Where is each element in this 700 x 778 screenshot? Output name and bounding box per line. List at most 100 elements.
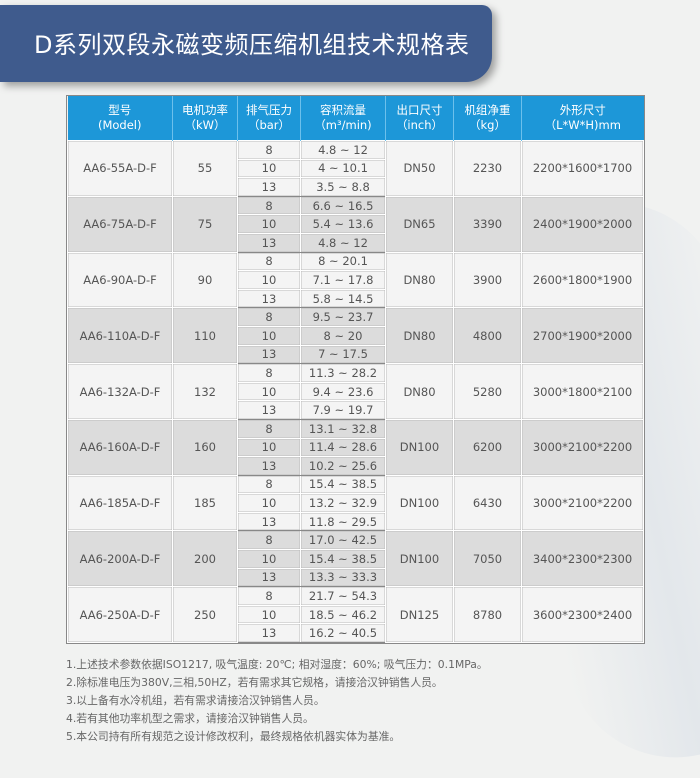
page-title: D系列双段永磁变频压缩机组技术规格表 [34, 31, 470, 59]
flow-cell: 4.8 ~ 12 [300, 140, 386, 160]
pressure-cell: 8 [237, 195, 301, 216]
size-cell: 3000*2100*2200 [521, 418, 644, 476]
column-header-line: 型号 [108, 103, 132, 117]
flow-cell: 3.5 ~ 8.8 [300, 177, 386, 197]
pressure-cell: 8 [237, 251, 301, 272]
flow-cell: 16.2 ~ 40.5 [300, 623, 386, 644]
column-header: 排气压力 （bar） [237, 96, 301, 141]
weight-cell: 7050 [453, 530, 522, 588]
pressure-cell: 13 [237, 567, 301, 588]
table-row: AA6-250A-D-F 250 8 21.7 ~ 54.3 DN125 8780 3600… [67, 586, 644, 644]
table-row: AA6-160A-D-F 160 8 13.1 ~ 32.8 DN100 6200 3000… [67, 418, 644, 476]
table-row: 13 13.3 ~ 33.3 [68, 567, 644, 588]
title-banner: D系列双段永磁变频压缩机组技术规格表 [0, 5, 492, 82]
pressure-cell: 8 [237, 363, 301, 383]
flow-cell: 7 ~ 17.5 [300, 344, 386, 365]
table-header: 型号 (Model) 电机功率 （kW） 排气压力 （bar） 容积流量 （m³/min) 出口… [67, 96, 644, 141]
size-cell: 3000*2100*2200 [521, 474, 644, 532]
table-row: 10 8 ~ 20 [68, 325, 644, 346]
column-header-line: （inch） [395, 118, 444, 132]
outlet-cell: DN100 [385, 418, 454, 476]
model-cell: AA6-160A-D-F [67, 418, 173, 476]
outlet-cell: DN80 [385, 307, 454, 365]
table-row: 13 7.9 ~ 19.7 [68, 400, 644, 420]
pressure-cell: 8 [237, 474, 301, 495]
flow-cell: 9.5 ~ 23.7 [300, 307, 386, 327]
pressure-cell: 8 [237, 418, 301, 439]
table-row: AA6-75A-D-F 75 8 6.6 ~ 16.5 DN65 3390 2400*190… [67, 195, 644, 253]
pressure-cell: 8 [237, 307, 301, 327]
footnote: 1.上述技术参数依据ISO1217, 吸气温度: 20℃; 相对湿度：60%; … [66, 658, 488, 671]
pressure-cell: 8 [237, 530, 301, 551]
pressure-cell: 10 [237, 604, 301, 625]
model-cell: AA6-55A-D-F [67, 140, 173, 197]
outlet-cell: DN100 [385, 474, 454, 532]
flow-cell: 13.2 ~ 32.9 [300, 493, 386, 513]
footnote: 5.本公司持有所有规范之设计修改权利，最终规格依机器实体为基准。 [66, 730, 401, 743]
column-header-line: 电机功率 [182, 103, 228, 117]
pressure-cell: 8 [237, 586, 301, 606]
spec-table: 型号 (Model) 电机功率 （kW） 排气压力 （bar） 容积流量 （m³/min) 出口… [67, 96, 644, 644]
flow-cell: 7.9 ~ 19.7 [300, 400, 386, 420]
flow-cell: 8 ~ 20.1 [300, 251, 386, 272]
flow-cell: 4 ~ 10.1 [300, 158, 386, 179]
column-header-line: （L*W*H)mm [544, 118, 621, 132]
table-row: 10 15.4 ~ 38.5 [68, 549, 644, 569]
flow-cell: 8 ~ 20 [300, 325, 386, 346]
pressure-cell: 10 [237, 437, 301, 458]
pressure-cell: 8 [237, 140, 301, 160]
flow-cell: 5.8 ~ 14.5 [300, 288, 386, 309]
table-row: 13 3.5 ~ 8.8 [68, 177, 644, 197]
flow-cell: 13.1 ~ 32.8 [300, 418, 386, 439]
table-row: AA6-90A-D-F 90 8 8 ~ 20.1 DN80 3900 2600*1800*… [67, 251, 644, 309]
weight-cell: 8780 [453, 586, 522, 644]
pressure-cell: 10 [237, 158, 301, 179]
power-cell: 200 [172, 530, 238, 588]
column-header: 出口尺寸 （inch） [385, 96, 454, 141]
column-header-line: 机组净重 [464, 103, 511, 117]
model-cell: AA6-110A-D-F [67, 307, 173, 365]
column-header-line: 出口尺寸 [396, 103, 443, 117]
pressure-cell: 13 [237, 344, 301, 365]
table-row: 13 16.2 ~ 40.5 [68, 623, 644, 644]
power-cell: 160 [172, 418, 238, 476]
table-row: AA6-55A-D-F 55 8 4.8 ~ 12 DN50 2230 2200*1600*… [67, 140, 644, 197]
size-cell: 3400*2300*2300 [521, 530, 644, 588]
column-header-line: 外形尺寸 [559, 103, 606, 117]
model-cell: AA6-185A-D-F [67, 474, 173, 532]
size-cell: 3600*2300*2400 [521, 586, 644, 644]
weight-cell: 4800 [453, 307, 522, 365]
pressure-cell: 13 [237, 456, 301, 476]
pressure-cell: 10 [237, 214, 301, 234]
flow-cell: 13.3 ~ 33.3 [300, 567, 386, 588]
column-header: 容积流量 （m³/min) [300, 96, 386, 141]
flow-cell: 21.7 ~ 54.3 [300, 586, 386, 606]
flow-cell: 9.4 ~ 23.6 [300, 381, 386, 402]
column-header: 机组净重 （kg） [453, 96, 522, 141]
size-cell: 2200*1600*1700 [521, 140, 644, 197]
flow-cell: 15.4 ~ 38.5 [300, 549, 386, 569]
pressure-cell: 10 [237, 325, 301, 346]
pressure-cell: 10 [237, 549, 301, 569]
column-header: 电机功率 （kW） [172, 96, 238, 141]
outlet-cell: DN50 [385, 140, 454, 197]
column-header-line: (Model) [97, 118, 142, 132]
power-cell: 55 [172, 140, 238, 197]
power-cell: 250 [172, 586, 238, 644]
power-cell: 75 [172, 195, 238, 253]
table-row: AA6-200A-D-F 200 8 17.0 ~ 42.5 DN100 7050 3400… [67, 530, 644, 588]
flow-cell: 11.3 ~ 28.2 [300, 363, 386, 383]
column-header-line: （bar） [247, 118, 291, 132]
size-cell: 2400*1900*2000 [521, 195, 644, 253]
flow-cell: 5.4 ~ 13.6 [300, 214, 386, 234]
flow-cell: 4.8 ~ 12 [300, 232, 386, 253]
table-row: 13 5.8 ~ 14.5 [68, 288, 644, 309]
column-header-line: （kg） [469, 118, 506, 132]
flow-cell: 11.8 ~ 29.5 [300, 511, 386, 532]
table-row: 10 7.1 ~ 17.8 [68, 270, 644, 290]
table-row: 10 9.4 ~ 23.6 [68, 381, 644, 402]
weight-cell: 3900 [453, 251, 522, 309]
model-cell: AA6-75A-D-F [67, 195, 173, 253]
column-header-line: （m³/min) [314, 118, 372, 132]
footnote: 3.以上备有水冷机组，若有需求请接洽汉钟销售人员。 [66, 694, 325, 707]
